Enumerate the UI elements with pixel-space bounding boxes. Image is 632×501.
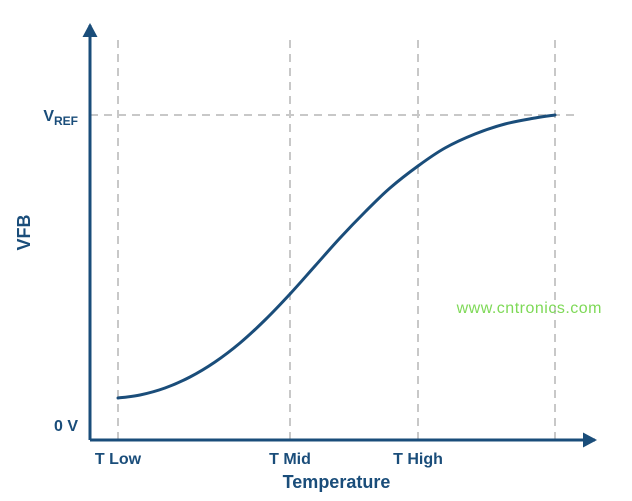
chart-container: { "chart": { "type": "line", "width": 63… (0, 0, 632, 501)
x-tick-label: T High (393, 451, 443, 468)
curve-vfb (118, 115, 555, 398)
y-tick-label: VREF (43, 108, 78, 128)
x-axis-arrow (583, 433, 597, 448)
y-axis-label: VFB (14, 214, 34, 250)
x-tick-label: T Mid (269, 451, 311, 468)
chart-svg: VREF 0 V VFB T Low T Mid T HighTemperature (0, 0, 632, 501)
watermark-text: www.cntronics.com (457, 300, 602, 318)
y-tick-label: 0 V (54, 418, 78, 435)
x-axis-label: Temperature (283, 472, 391, 492)
y-axis-arrow (83, 23, 98, 37)
x-tick-label: T Low (95, 451, 142, 468)
